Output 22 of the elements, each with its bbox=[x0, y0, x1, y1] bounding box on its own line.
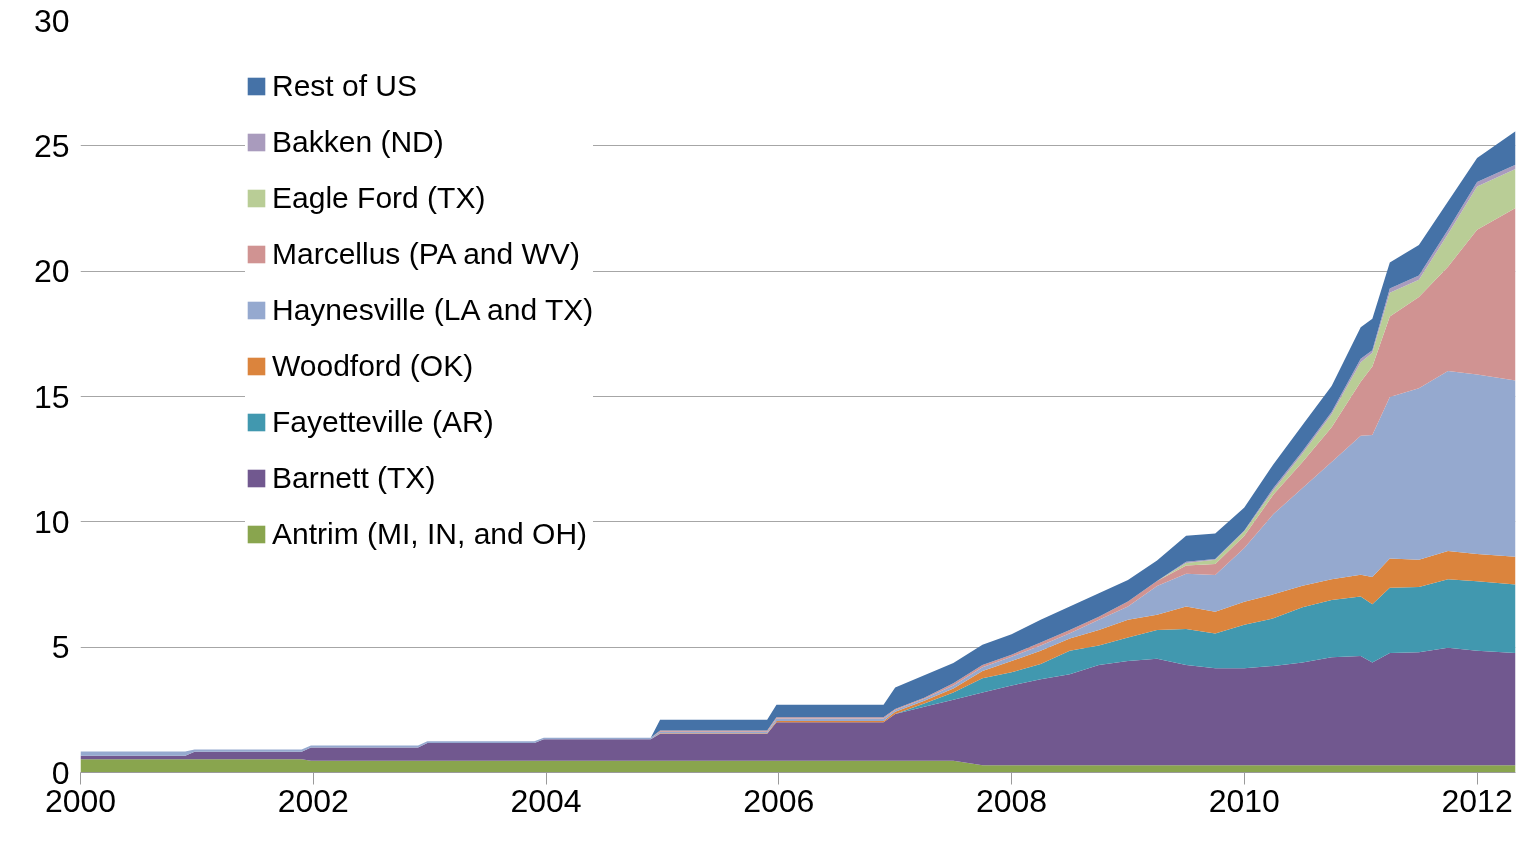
y-tick-label: 10 bbox=[33, 503, 70, 540]
x-tick-label: 2010 bbox=[1208, 782, 1280, 819]
y-tick-label: 15 bbox=[33, 378, 70, 415]
y-tick-label: 0 bbox=[51, 754, 70, 791]
legend-label: Marcellus (PA and WV) bbox=[272, 236, 580, 272]
legend-label: Bakken (ND) bbox=[272, 124, 444, 160]
x-tick-label: 2008 bbox=[975, 782, 1048, 819]
legend-label: Haynesville (LA and TX) bbox=[272, 292, 594, 328]
x-tick-label: 2004 bbox=[510, 782, 582, 819]
x-tick-label: 2006 bbox=[743, 782, 815, 819]
x-tick-label: 2002 bbox=[277, 782, 349, 819]
legend-label: Rest of US bbox=[272, 68, 418, 104]
y-tick-label: 5 bbox=[51, 629, 70, 666]
legend-label: Woodford (OK) bbox=[272, 348, 474, 384]
y-tick-label: 30 bbox=[33, 2, 70, 39]
y-tick-label: 25 bbox=[33, 127, 70, 164]
legend-label: Barnett (TX) bbox=[272, 460, 436, 496]
legend-label: Fayetteville (AR) bbox=[272, 404, 494, 440]
y-tick-label: 20 bbox=[33, 253, 70, 290]
x-tick-label: 2012 bbox=[1441, 782, 1513, 819]
legend-label: Eagle Ford (TX) bbox=[272, 180, 486, 216]
legend-label: Antrim (MI, IN, and OH) bbox=[272, 516, 588, 552]
